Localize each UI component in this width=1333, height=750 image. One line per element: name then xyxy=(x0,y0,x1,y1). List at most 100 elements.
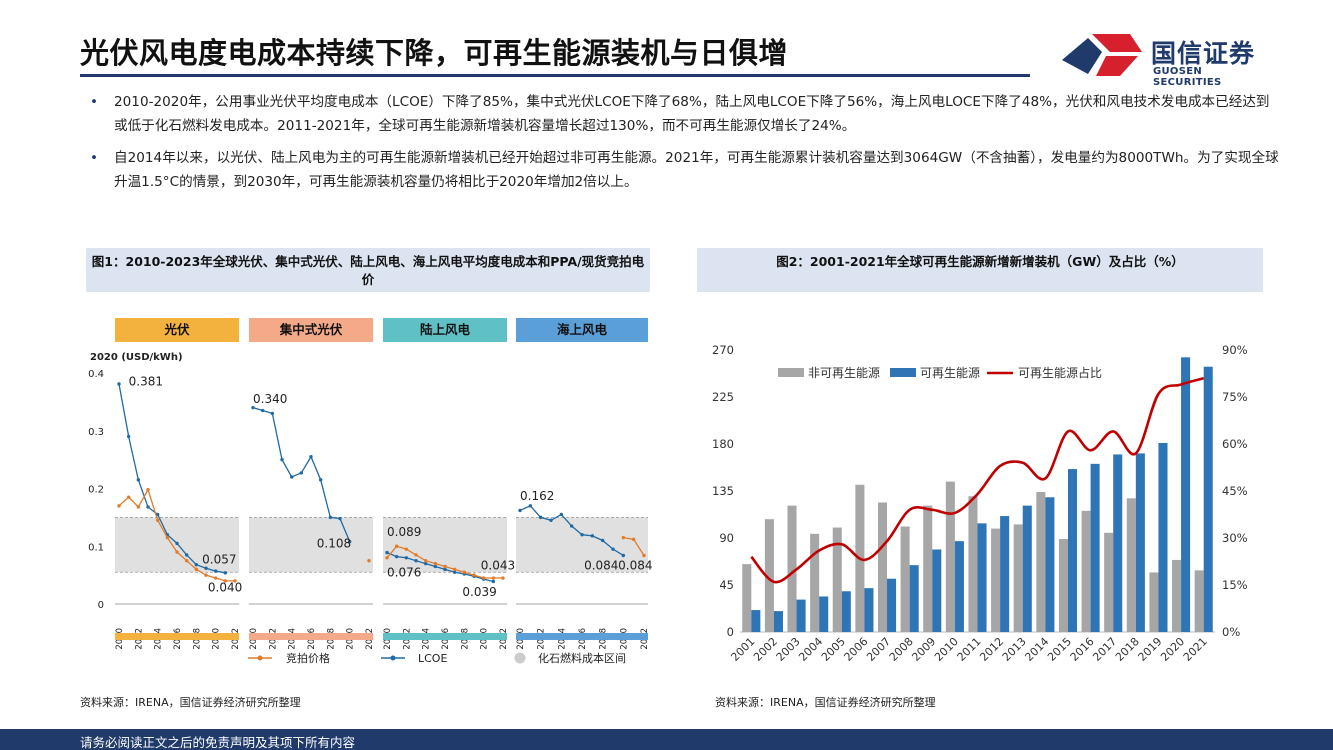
figure2-caption: 图2：2001-2021年全球可再生能源新增新增装机（GW）及占比（%） xyxy=(697,248,1263,292)
lcoe-point xyxy=(394,554,399,559)
panel-bar-pv xyxy=(115,633,239,640)
non-renewable-bar xyxy=(1172,559,1182,632)
summary-bullets: 2010-2020年，公用事业光伏平均度电成本（LCOE）下降了85%，集中式光… xyxy=(90,90,1280,202)
figure1-unit-label: 2020 (USD/kWh) xyxy=(90,352,183,363)
legend-renewable-swatch xyxy=(890,368,916,377)
value-annotation: 0.108 xyxy=(317,536,351,550)
bullet-item: 自2014年以来，以光伏、陆上风电为主的可再生能源新增装机已经开始超过非可再生能… xyxy=(90,146,1280,194)
non-renewable-bar xyxy=(810,533,820,632)
left-axis-tick: 180 xyxy=(712,437,734,451)
renewable-bar xyxy=(1022,505,1032,632)
right-axis-tick: 45% xyxy=(1222,484,1248,498)
value-annotation: 0.089 xyxy=(387,525,421,539)
renewable-bar xyxy=(1000,516,1010,632)
lcoe-point xyxy=(204,566,208,570)
lcoe-point xyxy=(538,515,543,520)
renewable-bar xyxy=(841,591,851,632)
logo-en-text: GUOSEN SECURITIES xyxy=(1153,66,1222,88)
auction-point xyxy=(155,518,160,522)
renewable-bar xyxy=(1203,366,1213,632)
x-tick-label: 2020 xyxy=(1158,635,1187,664)
footer-disclaimer: 请务必阅读正文之后的免责声明及其项下所有内容 xyxy=(80,735,356,750)
lcoe-point xyxy=(117,382,121,386)
non-renewable-bar xyxy=(1058,539,1068,632)
x-tick-label: 2017 xyxy=(1090,635,1119,664)
legend-band-marker xyxy=(514,652,526,664)
left-axis-tick: 270 xyxy=(712,343,734,357)
x-tick-label: 2013 xyxy=(1000,635,1029,664)
non-renewable-bar xyxy=(1194,570,1204,632)
lcoe-point xyxy=(136,478,141,482)
legend-auction-marker xyxy=(257,655,263,661)
auction-point xyxy=(443,564,447,569)
legend-band-label: 化石燃料成本区间 xyxy=(538,651,626,665)
value-annotation: 0.057 xyxy=(202,553,236,567)
legend-renewable-label: 可再生能源 xyxy=(920,366,980,380)
lcoe-point xyxy=(251,405,255,410)
lcoe-point xyxy=(590,534,595,538)
legend-share-label: 可再生能源占比 xyxy=(1018,365,1102,380)
lcoe-point xyxy=(528,504,533,508)
renewable-bar xyxy=(819,596,829,632)
y-tick-label: 0.1 xyxy=(88,542,104,553)
lcoe-point xyxy=(385,550,389,555)
renewable-bar xyxy=(796,599,806,632)
renewable-bar xyxy=(1045,497,1055,632)
lcoe-point xyxy=(518,508,522,513)
auction-point xyxy=(146,487,150,492)
non-renewable-bar xyxy=(945,481,955,632)
right-axis-tick: 15% xyxy=(1222,578,1248,592)
renewable-bar xyxy=(773,611,783,632)
legend-auction-label: 竞拍价格 xyxy=(286,651,330,665)
non-renewable-bar xyxy=(1036,492,1046,632)
y-tick-label: 0.2 xyxy=(88,485,104,496)
y-tick-label: 0.4 xyxy=(88,369,104,380)
auction-point xyxy=(472,573,476,577)
panel-bar-utility-pv xyxy=(249,633,373,640)
legend-lcoe-label: LCOE xyxy=(418,652,447,665)
x-tick-label: 2015 xyxy=(1045,635,1074,664)
auction-point xyxy=(462,570,467,574)
lcoe-point xyxy=(569,524,574,528)
value-annotation: 0.381 xyxy=(129,375,163,389)
value-annotation: 0.039 xyxy=(462,585,496,599)
auction-point xyxy=(385,556,389,560)
renewable-bar xyxy=(887,578,897,632)
lcoe-point xyxy=(328,515,333,520)
auction-point xyxy=(491,576,496,580)
auction-point xyxy=(481,576,486,580)
non-renewable-bar xyxy=(1104,532,1114,632)
x-tick-label: 2006 xyxy=(842,635,871,664)
auction-point xyxy=(213,576,218,580)
fossil-cost-band xyxy=(249,517,373,573)
lcoe-point xyxy=(213,569,218,573)
auction-point xyxy=(404,547,409,551)
figure2-source: 资料来源：IRENA，国信证券经济研究所整理 xyxy=(715,696,936,709)
lcoe-point xyxy=(600,538,605,543)
lcoe-point xyxy=(270,411,275,416)
lcoe-point xyxy=(414,558,418,563)
lcoe-point xyxy=(194,563,199,567)
panel-label-offshore-wind: 海上风电 xyxy=(516,318,648,342)
non-renewable-bar xyxy=(877,502,888,632)
lcoe-point xyxy=(126,434,131,439)
bullet-item: 2010-2020年，公用事业光伏平均度电成本（LCOE）下降了85%，集中式光… xyxy=(90,90,1280,138)
x-tick-label: 2002 xyxy=(751,635,780,664)
non-renewable-bar xyxy=(832,527,842,632)
fossil-cost-band xyxy=(516,517,648,573)
left-axis-tick: 90 xyxy=(719,531,734,545)
renewable-bar xyxy=(977,523,987,632)
renewable-bar xyxy=(1113,454,1123,632)
non-renewable-bar xyxy=(1081,510,1091,632)
lcoe-point xyxy=(223,571,228,575)
non-renewable-bar xyxy=(900,526,910,632)
lcoe-point xyxy=(309,455,313,459)
lcoe-point xyxy=(146,505,150,509)
auction-point xyxy=(204,573,208,577)
lcoe-point xyxy=(260,408,265,413)
lcoe-point xyxy=(423,561,428,566)
x-tick-label: 2004 xyxy=(796,635,825,664)
lcoe-point xyxy=(580,533,584,537)
panel-label-pv: 光伏 xyxy=(115,318,239,342)
value-annotation: 0.084 xyxy=(584,558,618,572)
